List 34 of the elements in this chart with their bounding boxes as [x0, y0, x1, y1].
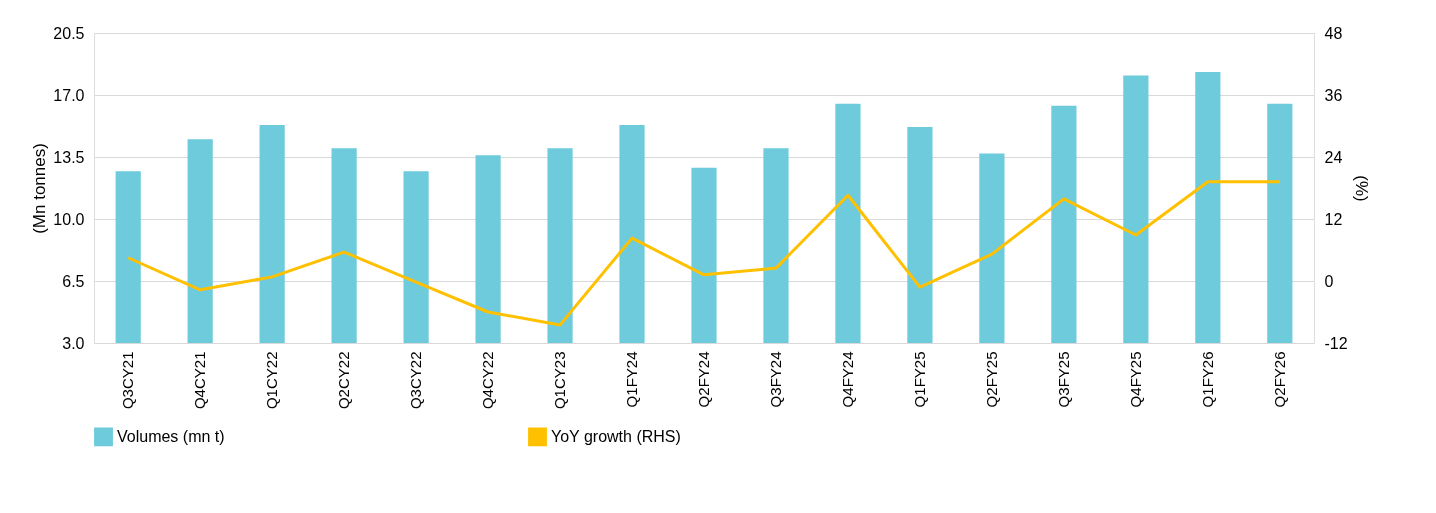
- x-tick-label: Q3FY25: [1054, 351, 1072, 408]
- line-series: [126, 180, 1282, 327]
- legend-label: Volumes (mn t): [117, 427, 225, 445]
- y-tick-label: 3.0: [62, 334, 85, 352]
- y2-tick-label: 36: [1324, 86, 1343, 104]
- x-tick-label: Q1CY23: [551, 351, 569, 410]
- y2-tick-label: -12: [1324, 334, 1348, 352]
- x-tick-label: Q2FY25: [982, 351, 1000, 408]
- x-tick-label: Q3FY24: [766, 351, 784, 408]
- x-tick-label: Q4FY24: [838, 351, 856, 408]
- y-tick-label: 6.5: [62, 272, 85, 290]
- x-tick-label: Q1FY26: [1198, 351, 1216, 408]
- y-tick-label: 10.0: [53, 210, 85, 228]
- legend-label: YoY growth (RHS): [551, 427, 681, 445]
- x-tick-label: Q1FY24: [623, 351, 641, 408]
- y2-tick-label: 48: [1324, 24, 1343, 42]
- x-tick-label: Q3CY22: [407, 351, 425, 410]
- y2-axis-title: (%): [1351, 175, 1371, 202]
- y2-tick-label: 12: [1324, 210, 1343, 228]
- y-tick-label: 17.0: [53, 86, 85, 104]
- y-tick-label: 20.5: [53, 24, 85, 42]
- x-tick-label: Q2CY22: [335, 351, 353, 410]
- x-tick-label: Q4CY22: [479, 351, 497, 410]
- x-tick-label: Q3CY21: [119, 351, 137, 410]
- x-tick-label: Q1FY25: [910, 351, 928, 408]
- y2-tick-label: 0: [1324, 272, 1334, 290]
- x-tick-label: Q1CY22: [263, 351, 281, 410]
- x-tick-label: Q2FY26: [1270, 351, 1288, 408]
- y-axis-title: (Mn tonnes): [30, 143, 50, 234]
- x-tick-label: Q4CY21: [191, 351, 209, 410]
- x-tick-label: Q2FY24: [695, 351, 712, 408]
- x-tick-label: Q4FY25: [1126, 351, 1144, 408]
- y-tick-label: 13.5: [53, 148, 85, 166]
- y2-tick-label: 24: [1324, 148, 1343, 166]
